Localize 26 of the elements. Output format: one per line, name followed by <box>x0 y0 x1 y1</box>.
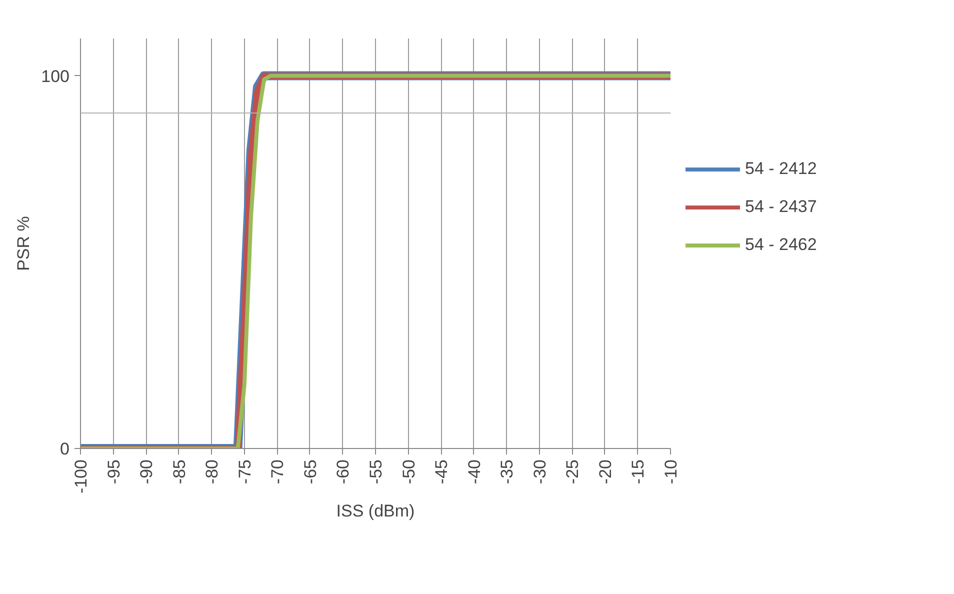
x-tick-label: -25 <box>563 459 582 484</box>
x-tick-label: -65 <box>300 459 320 484</box>
x-tick-label: -60 <box>334 459 353 484</box>
x-tick-label: -80 <box>202 459 222 484</box>
x-tick-label: -85 <box>170 459 189 484</box>
x-tick-label: -40 <box>464 459 484 484</box>
x-tick-label: -100 <box>72 459 90 494</box>
x-tick-label: -50 <box>399 459 418 484</box>
legend-label: 54 - 2437 <box>745 196 817 216</box>
x-tick-label: -70 <box>268 459 288 484</box>
y-tick-label: 100 <box>41 66 70 86</box>
x-tick-label: -75 <box>235 459 254 484</box>
y-axis-title: PSR % <box>14 216 34 271</box>
x-tick-label: -45 <box>432 459 452 484</box>
x-tick-label: -10 <box>662 459 680 484</box>
legend-label: 54 - 2412 <box>745 158 817 178</box>
x-tick-label: -35 <box>498 459 517 484</box>
x-tick-label: -30 <box>530 459 550 484</box>
x-tick-label: -55 <box>366 459 386 484</box>
x-tick-label: -20 <box>596 459 615 484</box>
y-tick-label: 0 <box>60 440 70 458</box>
x-tick-label: -15 <box>628 459 648 484</box>
x-tick-label: -95 <box>104 459 124 484</box>
x-tick-label: -90 <box>137 459 156 484</box>
legend-label: 54 - 2462 <box>745 234 817 254</box>
x-axis-title: ISS (dBm) <box>336 502 415 521</box>
